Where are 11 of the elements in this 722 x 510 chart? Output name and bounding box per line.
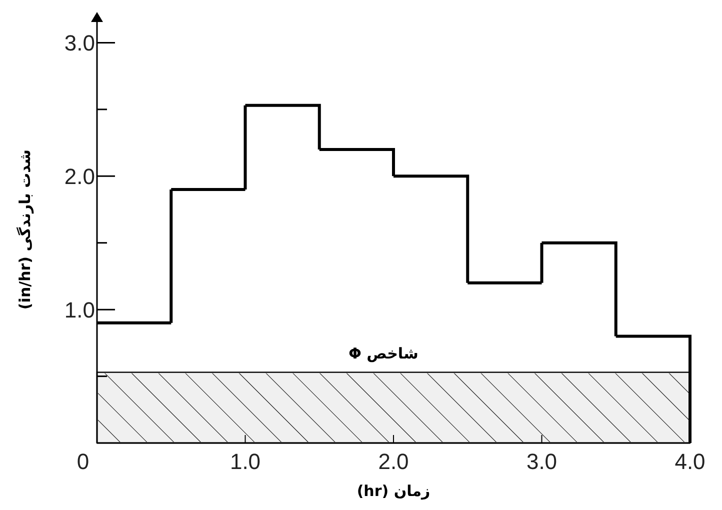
x-tick-label: 1.0 — [230, 449, 261, 474]
x-axis-title: زمان (hr) — [356, 482, 430, 500]
x-tick-label: 0 — [76, 449, 90, 474]
band-label: شاخص Φ — [348, 344, 418, 362]
x-tick-label: 2.0 — [378, 449, 409, 474]
y-tick-label: 1.0 — [64, 298, 95, 323]
y-tick-label: 2.0 — [64, 164, 95, 190]
y-tick-label: 3.0 — [64, 30, 95, 56]
x-tick-label: 4.0 — [674, 449, 706, 474]
y-axis-title: شدت بارندگی (in/hr) — [16, 149, 34, 310]
x-tick-label: 3.0 — [526, 449, 558, 474]
